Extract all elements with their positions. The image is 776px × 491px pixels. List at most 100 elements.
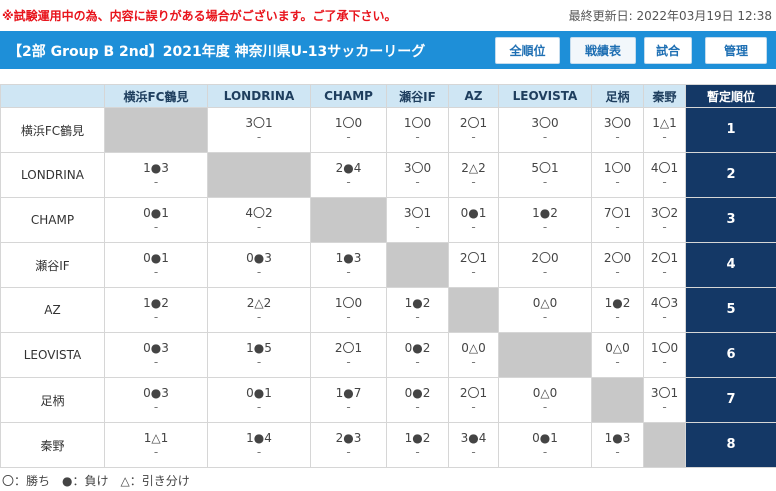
match-score: 1△1 [652,116,677,130]
match-result-cell[interactable]: 0△0- [591,332,644,378]
match-result-cell[interactable]: 1●2- [498,197,592,243]
notice-text: ※試験運用中の為、内容に誤りがある場合がございます。ご了承下さい。 [2,9,397,23]
match-result-cell[interactable]: 2〇1- [448,377,499,423]
match-result-cell[interactable]: 4〇1- [643,152,686,198]
match-result-cell[interactable]: 1〇0- [386,107,449,153]
match-sub: - [542,130,548,144]
match-result-cell[interactable]: 1△1- [643,107,686,153]
match-result-cell[interactable]: 3〇0- [591,107,644,153]
rank-cell: 8 [685,422,776,468]
match-result-cell[interactable]: 1●3- [104,152,208,198]
match-result-cell[interactable]: 3〇1- [207,107,311,153]
match-result-cell[interactable]: 1〇0- [643,332,686,378]
match-sub: - [346,445,351,459]
match-score: 1●7 [335,386,362,400]
match-result-cell[interactable]: 2〇1- [310,332,387,378]
match-result-cell[interactable]: 1●3- [310,242,387,288]
match-result-cell[interactable]: 1●2- [386,287,449,333]
match-result-cell[interactable]: 1●2- [386,422,449,468]
match-sub: - [256,130,262,144]
match-result-cell[interactable]: 2●4- [310,152,387,198]
match-result-cell[interactable]: 2●3- [310,422,387,468]
rank-cell: 6 [685,332,776,378]
match-result-cell[interactable]: 0△0- [498,287,592,333]
match-result-cell[interactable]: 0△0- [498,377,592,423]
match-sub: - [662,355,667,369]
match-result-cell[interactable]: 4〇2- [207,197,311,243]
match-sub: - [471,355,476,369]
match-sub: - [615,310,620,324]
rank-cell: 5 [685,287,776,333]
match-result-cell[interactable]: 0●3- [104,377,208,423]
match-result-cell[interactable]: 3〇1- [386,197,449,243]
match-score: 2●3 [335,431,362,445]
match-result-cell[interactable]: 0●3- [104,332,208,378]
match-result-cell[interactable]: 0●1- [104,242,208,288]
rank-cell: 2 [685,152,776,198]
column-header: CHAMP [310,84,387,108]
match-result-cell[interactable]: 1●7- [310,377,387,423]
match-result-cell[interactable]: 1●2- [591,287,644,333]
match-sub: - [662,265,667,279]
match-result-cell[interactable]: 3●4- [448,422,499,468]
match-result-cell[interactable]: 2〇0- [591,242,644,288]
match-score: 3〇1 [650,386,679,400]
self-match-cell [310,197,387,243]
match-result-cell[interactable]: 5〇1- [498,152,592,198]
match-result-cell[interactable]: 4〇3- [643,287,686,333]
match-result-cell[interactable]: 1〇0- [591,152,644,198]
match-sub: - [471,400,476,414]
match-result-cell[interactable]: 1〇0- [310,287,387,333]
match-result-cell[interactable]: 0△0- [448,332,499,378]
admin-button[interactable]: 管理 [705,37,767,64]
match-result-cell[interactable]: 1●3- [591,422,644,468]
match-result-cell[interactable]: 2△2- [448,152,499,198]
match-sub: - [256,400,262,414]
match-result-cell[interactable]: 0●1- [104,197,208,243]
results-button[interactable]: 戦績表 [570,37,636,64]
match-result-cell[interactable]: 2〇1- [448,242,499,288]
match-result-cell[interactable]: 1●4- [207,422,311,468]
match-result-cell[interactable]: 0●2- [386,332,449,378]
match-result-cell[interactable]: 0●1- [448,197,499,243]
header-bar: 【2部 Group B 2nd】2021年度 神奈川県U-13サッカーリーグ 全… [0,31,776,69]
match-score: 0●3 [143,386,169,400]
match-result-cell[interactable]: 1〇0- [310,107,387,153]
column-header: 瀬谷IF [386,84,449,108]
match-score: 1△1 [143,431,169,445]
match-result-cell[interactable]: 1●5- [207,332,311,378]
matches-button[interactable]: 試合 [644,37,692,64]
match-score: 0△0 [532,296,558,310]
match-sub: - [542,400,548,414]
match-result-cell[interactable]: 0●1- [498,422,592,468]
match-result-cell[interactable]: 3〇1- [643,377,686,423]
match-result-cell[interactable]: 2〇0- [498,242,592,288]
rank-column-header: 暫定順位 [685,84,776,108]
match-score: 0△0 [532,386,558,400]
match-result-cell[interactable]: 1△1- [104,422,208,468]
match-sub: - [256,355,262,369]
match-sub: - [471,220,476,234]
match-result-cell[interactable]: 2〇1- [448,107,499,153]
match-result-cell[interactable]: 1●2- [104,287,208,333]
match-result-cell[interactable]: 7〇1- [591,197,644,243]
match-result-cell[interactable]: 3〇0- [498,107,592,153]
match-result-cell[interactable]: 3〇2- [643,197,686,243]
self-match-cell [448,287,499,333]
match-result-cell[interactable]: 3〇0- [386,152,449,198]
match-score: 0●1 [532,431,558,445]
match-score: 3〇1 [245,116,273,130]
match-result-cell[interactable]: 0●1- [207,377,311,423]
match-result-cell[interactable]: 0●3- [207,242,311,288]
match-result-cell[interactable]: 0●2- [386,377,449,423]
match-sub: - [346,265,351,279]
match-result-cell[interactable]: 2△2- [207,287,311,333]
match-sub: - [346,175,351,189]
match-sub: - [662,175,667,189]
corner-cell [0,84,105,108]
match-sub: - [471,130,476,144]
standings-button[interactable]: 全順位 [495,37,560,64]
match-result-cell[interactable]: 2〇1- [643,242,686,288]
match-score: 3〇1 [403,206,432,220]
match-sub: - [415,130,420,144]
